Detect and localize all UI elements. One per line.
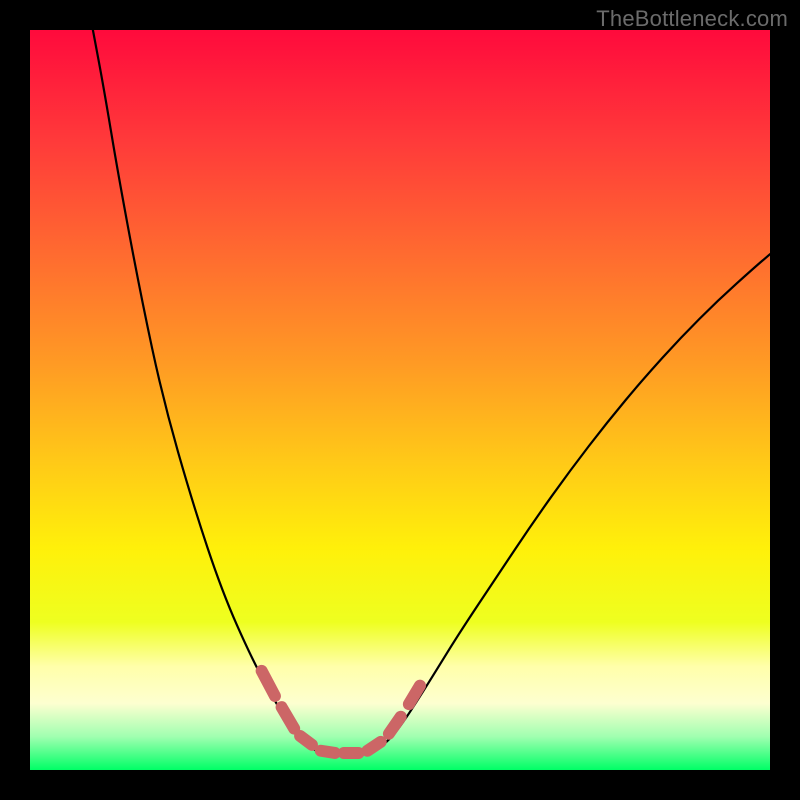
plot-area	[30, 30, 770, 770]
watermark-text: TheBottleneck.com	[596, 6, 788, 32]
curve-layer	[30, 30, 770, 770]
bottleneck-curve	[93, 30, 770, 755]
sweet-spot-markers	[262, 671, 420, 753]
figure-root: TheBottleneck.com	[0, 0, 800, 800]
